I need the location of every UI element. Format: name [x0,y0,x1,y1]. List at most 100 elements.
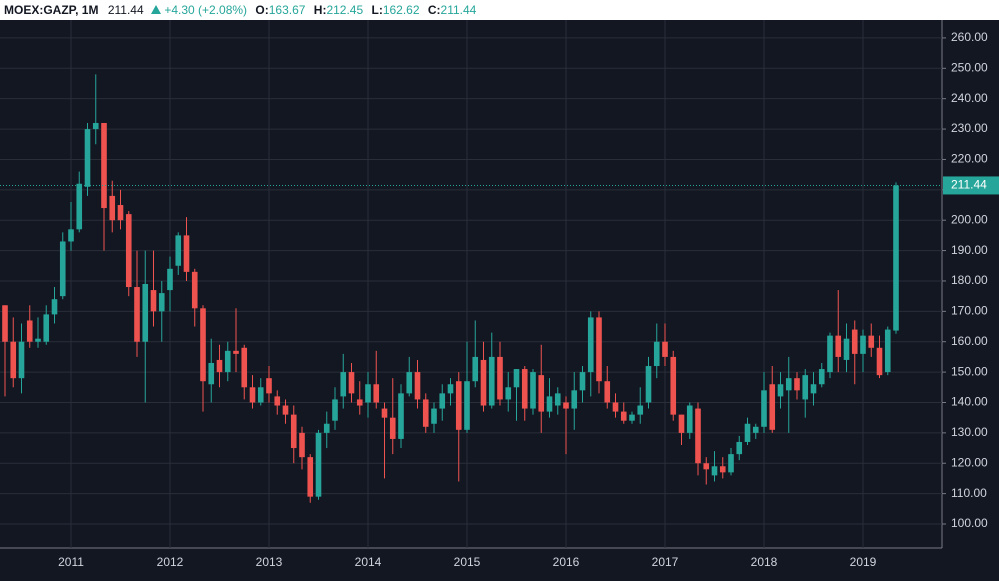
candle-body [736,441,743,455]
candle-body [175,235,182,266]
candle-body [76,183,83,230]
low-label: L: [371,3,383,17]
candle-body [406,372,413,394]
y-tick-label: 140.00 [951,395,988,409]
x-tick-label: 2016 [553,555,580,569]
candle-body [373,384,380,403]
candle-body [554,393,561,406]
candle-body [59,241,66,297]
candle-body [637,405,644,415]
y-tick-label: 260.00 [951,30,988,44]
y-tick-label: 240.00 [951,91,988,105]
candle-body [35,338,41,342]
close-value: 211.44 [440,3,477,17]
candle-body [150,290,157,312]
y-tick-label: 230.00 [951,121,988,135]
legend-header: MOEX:GAZP, 1M 211.44 +4.30 (+2.08%) O:16… [0,0,999,20]
candle-body [241,347,248,388]
x-tick-label: 2017 [652,555,679,569]
candle-body [447,384,454,394]
y-tick-label: 250.00 [951,60,988,74]
candle-body [422,399,429,427]
candle-body [653,341,660,367]
candle-body [208,362,215,385]
candle-body [827,335,833,373]
candle-body [142,284,149,342]
candle-body [719,466,726,473]
candle-body [101,122,107,209]
candle-body [497,356,503,400]
candle-body [332,399,338,421]
candle-body [167,268,173,291]
candle-body [571,390,578,409]
candle-body [769,384,776,430]
candle-body [488,356,495,406]
candle-body [538,375,545,412]
x-tick-label: 2013 [256,555,283,569]
candle-body [785,378,792,391]
last-price: 211.44 [107,3,144,17]
candle-body [200,308,206,382]
candle-body [480,359,487,406]
candle-body [233,350,239,354]
candle-body [340,372,347,397]
candle-body [612,402,619,412]
candle-body [348,372,355,394]
candle-body [728,454,734,473]
y-tick-label: 100.00 [951,516,988,530]
x-tick-label: 2012 [157,555,184,569]
candle-body [183,235,190,272]
last-price-label: 211.44 [951,178,987,192]
candle-body [563,402,569,409]
candle-body [604,381,611,403]
candle-body [191,271,198,309]
candle-body [711,466,718,476]
candle-body [282,405,289,415]
last-price-tag [943,176,999,195]
candle-body [224,350,231,373]
y-tick-label: 190.00 [951,243,988,257]
candle-body [579,372,586,391]
y-tick-label: 180.00 [951,273,988,287]
candle-body [307,457,314,497]
y-tick-label: 130.00 [951,425,988,439]
candle-body [530,372,536,409]
change: +4.30 (+2.08%) [164,3,248,17]
chart-background [0,20,999,581]
candle-body [315,432,322,497]
candle-body [662,341,668,357]
y-tick-label: 120.00 [951,455,988,469]
candle-body [794,378,800,391]
y-tick-label: 200.00 [951,212,988,226]
candle-body [257,387,264,403]
candle-body [26,320,33,342]
candle-body [851,329,858,354]
candle-body [10,341,17,379]
x-tick-label: 2015 [454,555,481,569]
candle-body [365,384,371,403]
candle-body [802,375,809,400]
candle-body [84,129,91,187]
candle-body [695,408,701,464]
candle-body [546,396,553,412]
candle-body [117,205,124,221]
candle-body [686,405,693,433]
candle-body [414,372,421,400]
candle-body [323,423,330,433]
candle-body [43,314,50,342]
candle-body [752,426,759,433]
open-label: O: [255,3,269,17]
low-value: 162.62 [382,3,420,17]
x-tick-label: 2011 [58,555,84,569]
x-tick-label: 2014 [355,555,382,569]
candle-body [596,317,602,382]
candle-body [678,414,685,433]
candle-body [670,356,677,415]
y-tick-label: 170.00 [951,304,988,318]
candle-body [125,214,132,288]
candle-body [356,399,363,406]
candle-body [777,384,784,397]
x-tick-label: 2018 [751,555,778,569]
candle-body [455,381,462,430]
